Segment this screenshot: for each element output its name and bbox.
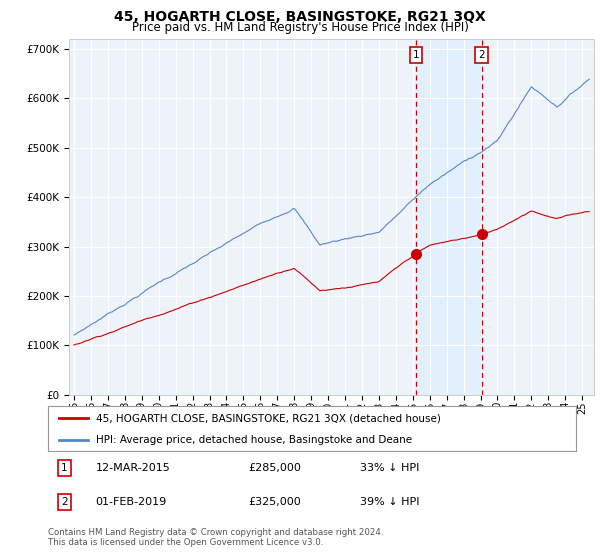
Bar: [416, 39, 482, 395]
Text: 1: 1: [413, 50, 419, 60]
Text: £285,000: £285,000: [248, 463, 302, 473]
Text: 12-MAR-2015: 12-MAR-2015: [95, 463, 170, 473]
Text: £325,000: £325,000: [248, 497, 301, 507]
Text: 45, HOGARTH CLOSE, BASINGSTOKE, RG21 3QX: 45, HOGARTH CLOSE, BASINGSTOKE, RG21 3QX: [114, 10, 486, 24]
Text: 01-FEB-2019: 01-FEB-2019: [95, 497, 167, 507]
Text: 2: 2: [61, 497, 68, 507]
Text: 45, HOGARTH CLOSE, BASINGSTOKE, RG21 3QX (detached house): 45, HOGARTH CLOSE, BASINGSTOKE, RG21 3QX…: [95, 413, 440, 423]
Text: Price paid vs. HM Land Registry's House Price Index (HPI): Price paid vs. HM Land Registry's House …: [131, 21, 469, 34]
Text: 39% ↓ HPI: 39% ↓ HPI: [359, 497, 419, 507]
Text: 33% ↓ HPI: 33% ↓ HPI: [359, 463, 419, 473]
Text: 1: 1: [61, 463, 68, 473]
Text: HPI: Average price, detached house, Basingstoke and Deane: HPI: Average price, detached house, Basi…: [95, 436, 412, 446]
Text: Contains HM Land Registry data © Crown copyright and database right 2024.
This d: Contains HM Land Registry data © Crown c…: [48, 528, 383, 548]
Text: 2: 2: [479, 50, 485, 60]
